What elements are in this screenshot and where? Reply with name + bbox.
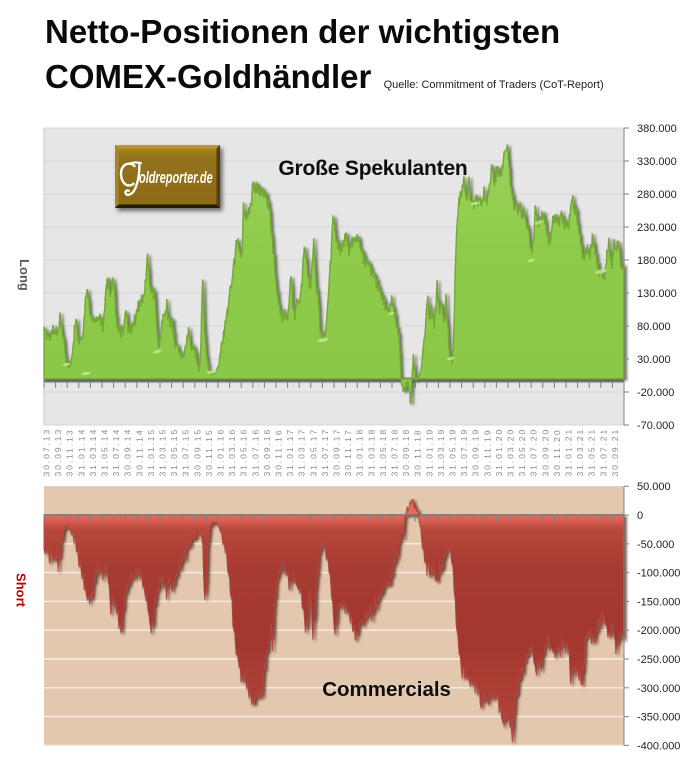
svg-text:30.11.20: 30.11.20 bbox=[552, 428, 562, 476]
svg-text:30.11.13: 30.11.13 bbox=[65, 428, 75, 476]
svg-text:31.05.14: 31.05.14 bbox=[100, 428, 110, 477]
svg-text:31.01.15: 31.01.15 bbox=[146, 428, 156, 477]
svg-text:30.11.14: 30.11.14 bbox=[134, 428, 144, 476]
svg-text:-70.000: -70.000 bbox=[637, 420, 674, 432]
svg-text:Große Spekulanten: Große Spekulanten bbox=[278, 157, 467, 180]
svg-text:31.03.16: 31.03.16 bbox=[227, 428, 237, 477]
svg-text:-50.000: -50.000 bbox=[637, 539, 674, 551]
svg-text:30.09.15: 30.09.15 bbox=[192, 428, 202, 477]
svg-text:30.09.19: 30.09.19 bbox=[471, 428, 481, 477]
svg-text:31.05.18: 31.05.18 bbox=[378, 428, 388, 477]
svg-text:30.11.18: 30.11.18 bbox=[413, 428, 423, 476]
svg-text:31.07.21: 31.07.21 bbox=[598, 428, 608, 477]
svg-text:Commercials: Commercials bbox=[322, 678, 451, 701]
svg-text:130.000: 130.000 bbox=[637, 288, 677, 300]
svg-text:-100.000: -100.000 bbox=[637, 568, 680, 580]
svg-text:30.09.16: 30.09.16 bbox=[262, 428, 272, 477]
svg-text:31.05.16: 31.05.16 bbox=[239, 428, 249, 477]
svg-text:30.11.16: 30.11.16 bbox=[274, 428, 284, 476]
svg-text:-150.000: -150.000 bbox=[637, 596, 680, 608]
svg-text:31.03.14: 31.03.14 bbox=[88, 428, 98, 477]
svg-text:380.000: 380.000 bbox=[637, 123, 677, 135]
svg-text:230.000: 230.000 bbox=[637, 222, 677, 234]
svg-text:31.07.17: 31.07.17 bbox=[320, 428, 330, 477]
svg-text:30.07.13: 30.07.13 bbox=[42, 428, 52, 477]
svg-text:31.03.18: 31.03.18 bbox=[366, 428, 376, 477]
svg-text:Long: Long bbox=[17, 259, 32, 291]
svg-text:30.11.17: 30.11.17 bbox=[343, 428, 353, 476]
svg-text:80.000: 80.000 bbox=[637, 321, 671, 333]
svg-text:30.000: 30.000 bbox=[637, 354, 671, 366]
svg-text:31.05.20: 31.05.20 bbox=[517, 428, 527, 477]
svg-text:31.01.20: 31.01.20 bbox=[494, 428, 504, 477]
svg-text:31.07.19: 31.07.19 bbox=[459, 428, 469, 477]
svg-text:31.07.20: 31.07.20 bbox=[529, 428, 539, 477]
svg-text:330.000: 330.000 bbox=[637, 156, 677, 168]
svg-text:31.01.21: 31.01.21 bbox=[564, 428, 574, 477]
svg-text:180.000: 180.000 bbox=[637, 255, 677, 267]
svg-text:30.09.13: 30.09.13 bbox=[53, 428, 63, 477]
svg-text:31.01.18: 31.01.18 bbox=[355, 428, 365, 477]
svg-text:-200.000: -200.000 bbox=[637, 625, 680, 637]
svg-text:31.03.21: 31.03.21 bbox=[575, 428, 585, 477]
svg-text:31.07.14: 31.07.14 bbox=[111, 428, 121, 477]
svg-text:-250.000: -250.000 bbox=[637, 654, 680, 666]
svg-text:30.11.15: 30.11.15 bbox=[204, 428, 214, 476]
svg-text:30.11.19: 30.11.19 bbox=[482, 428, 492, 476]
svg-text:-350.000: -350.000 bbox=[637, 712, 680, 724]
svg-text:31.01.19: 31.01.19 bbox=[424, 428, 434, 477]
svg-text:31.05.21: 31.05.21 bbox=[587, 428, 597, 477]
svg-text:30.09.14: 30.09.14 bbox=[123, 428, 133, 477]
svg-text:31.07.16: 31.07.16 bbox=[250, 428, 260, 477]
svg-text:31.01.16: 31.01.16 bbox=[216, 428, 226, 477]
svg-text:-300.000: -300.000 bbox=[637, 683, 680, 695]
svg-text:Short: Short bbox=[14, 573, 29, 608]
svg-text:30.09.18: 30.09.18 bbox=[401, 428, 411, 477]
svg-text:31.03.15: 31.03.15 bbox=[158, 428, 168, 477]
svg-text:30.09.20: 30.09.20 bbox=[540, 428, 550, 477]
svg-text:31.07.15: 31.07.15 bbox=[181, 428, 191, 477]
svg-text:50.000: 50.000 bbox=[637, 481, 671, 493]
svg-text:oldreporter.de: oldreporter.de bbox=[139, 169, 213, 188]
svg-text:0: 0 bbox=[637, 510, 643, 522]
svg-text:31.03.20: 31.03.20 bbox=[506, 428, 516, 477]
svg-text:280.000: 280.000 bbox=[637, 189, 677, 201]
svg-text:31.07.18: 31.07.18 bbox=[390, 428, 400, 477]
svg-text:31.05.15: 31.05.15 bbox=[169, 428, 179, 477]
svg-text:31.05.19: 31.05.19 bbox=[448, 428, 458, 477]
svg-text:30.09.17: 30.09.17 bbox=[332, 428, 342, 477]
svg-text:-400.000: -400.000 bbox=[637, 740, 680, 752]
svg-text:31.01.14: 31.01.14 bbox=[76, 428, 86, 477]
svg-text:31.03.17: 31.03.17 bbox=[297, 428, 307, 477]
svg-text:30.09.21: 30.09.21 bbox=[610, 428, 620, 477]
svg-text:31.03.19: 31.03.19 bbox=[436, 428, 446, 477]
svg-text:31.01.17: 31.01.17 bbox=[285, 428, 295, 477]
svg-text:-20.000: -20.000 bbox=[637, 387, 674, 399]
svg-text:31.05.17: 31.05.17 bbox=[308, 428, 318, 477]
